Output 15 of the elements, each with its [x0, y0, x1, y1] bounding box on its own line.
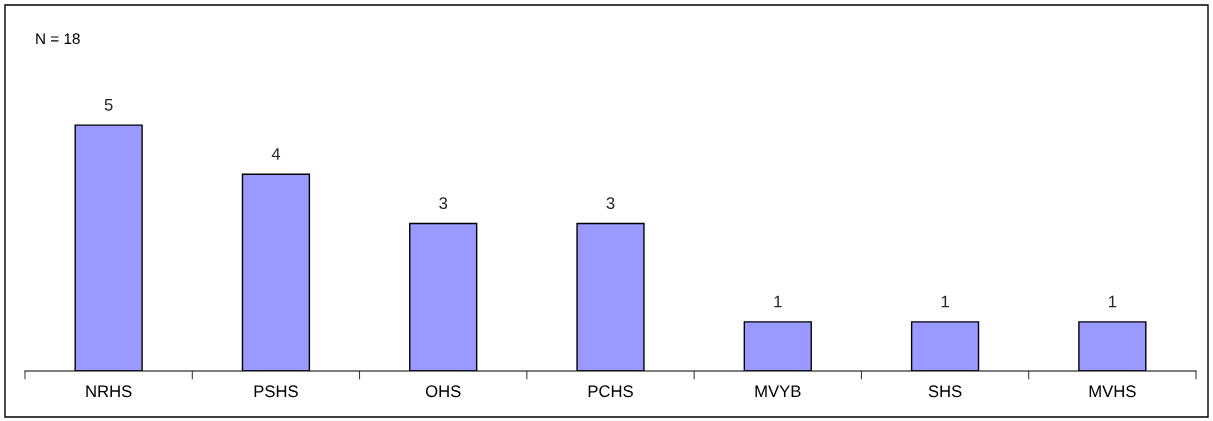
- text: N = 18: [36, 33, 80, 45]
- data-label: 4: [271, 148, 281, 160]
- x-tick-label: MVYB: [755, 385, 801, 397]
- x-tick-label: NRHS: [86, 385, 132, 398]
- x-tick-label: MVHS: [1089, 385, 1136, 398]
- data-label: 1: [941, 295, 949, 308]
- data-label: 5: [104, 99, 113, 111]
- data-label: 3: [439, 197, 448, 210]
- data-label: 3: [606, 197, 615, 210]
- data-label: 1: [1108, 295, 1117, 308]
- x-tick-label: SHS: [928, 385, 962, 398]
- x-tick-label: PSHS: [254, 385, 298, 398]
- x-tick-label: PCHS: [588, 385, 633, 398]
- data-label: 1: [774, 295, 782, 308]
- x-tick-label: OHS: [425, 385, 461, 398]
